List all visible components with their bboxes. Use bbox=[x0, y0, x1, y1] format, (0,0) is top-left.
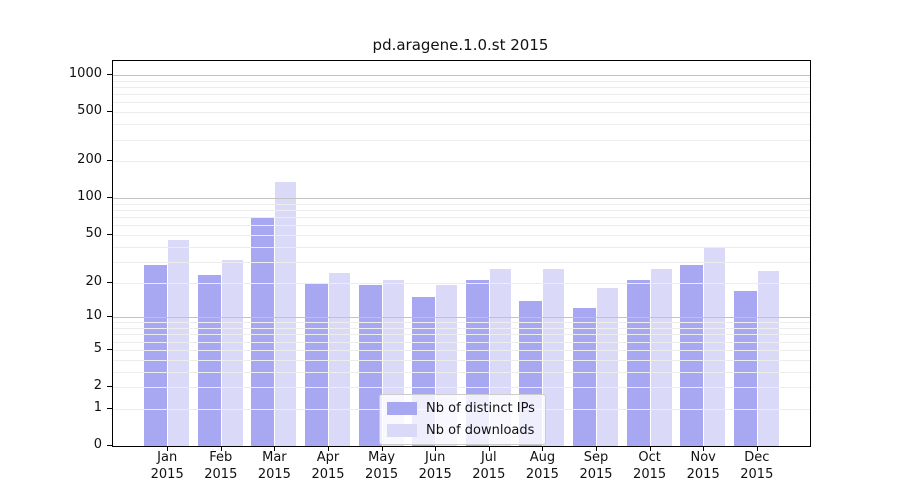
minor-gridline bbox=[113, 334, 810, 335]
bar-ips-apr bbox=[305, 282, 328, 446]
legend-label-downloads: Nb of downloads bbox=[426, 423, 535, 438]
y-tick-label: 20 bbox=[85, 273, 102, 289]
minor-gridline bbox=[113, 387, 810, 388]
y-tick-mark bbox=[107, 160, 112, 161]
minor-gridline bbox=[113, 235, 810, 236]
bar-downloads-apr bbox=[329, 273, 350, 446]
y-tick-label: 50 bbox=[85, 225, 102, 241]
bar-downloads-sep bbox=[597, 287, 618, 446]
bar-ips-jan bbox=[144, 265, 168, 446]
x-tick-label-jul: Jul 2015 bbox=[472, 450, 506, 482]
y-tick-mark bbox=[107, 197, 112, 198]
x-tick-mark bbox=[328, 446, 329, 451]
minor-gridline bbox=[113, 161, 810, 162]
legend-row-distinct-ips: Nb of distinct IPs bbox=[387, 401, 535, 416]
x-tick-label-oct: Oct 2015 bbox=[633, 450, 667, 482]
legend: Nb of distinct IPs Nb of downloads bbox=[379, 394, 546, 445]
x-tick-mark bbox=[274, 446, 275, 451]
downloads-swatch-icon bbox=[387, 424, 417, 437]
y-tick-label: 1000 bbox=[68, 65, 102, 81]
major-gridline bbox=[113, 198, 810, 199]
x-tick-label-aug: Aug 2015 bbox=[525, 450, 559, 482]
major-gridline bbox=[113, 317, 810, 318]
plot-area: Nb of distinct IPs Nb of downloads bbox=[112, 60, 811, 447]
minor-gridline bbox=[113, 328, 810, 329]
distinct-ips-swatch-icon bbox=[387, 402, 417, 415]
legend-label-distinct-ips: Nb of distinct IPs bbox=[426, 401, 535, 416]
x-tick-mark bbox=[221, 446, 222, 451]
y-tick-mark bbox=[107, 74, 112, 75]
x-tick-mark bbox=[596, 446, 597, 451]
chart-title: pd.aragene.1.0.st 2015 bbox=[372, 36, 549, 54]
minor-gridline bbox=[113, 342, 810, 343]
minor-gridline bbox=[113, 210, 810, 211]
x-tick-mark bbox=[435, 446, 436, 451]
y-tick-mark bbox=[107, 349, 112, 350]
minor-gridline bbox=[113, 87, 810, 88]
y-tick-label: 1 bbox=[93, 399, 102, 415]
bar-ips-mar bbox=[251, 217, 275, 446]
y-tick-label: 2 bbox=[93, 378, 102, 393]
y-tick-mark bbox=[107, 234, 112, 235]
bar-ips-may bbox=[358, 285, 382, 446]
bar-downloads-nov bbox=[704, 247, 726, 446]
y-tick-label: 0 bbox=[93, 437, 102, 452]
bar-ips-nov bbox=[680, 265, 704, 446]
bar-ips-oct bbox=[626, 280, 650, 446]
bar-downloads-oct bbox=[650, 269, 672, 446]
minor-gridline bbox=[113, 102, 810, 103]
x-tick-label-may: May 2015 bbox=[365, 450, 399, 482]
y-tick-mark bbox=[107, 445, 112, 446]
x-tick-label-apr: Apr 2015 bbox=[311, 450, 345, 482]
minor-gridline bbox=[113, 140, 810, 141]
y-tick-mark bbox=[107, 282, 112, 283]
y-tick-label: 500 bbox=[77, 103, 102, 119]
x-tick-label-dec: Dec 2015 bbox=[740, 450, 774, 482]
legend-row-downloads: Nb of downloads bbox=[387, 423, 535, 438]
x-tick-mark bbox=[489, 446, 490, 451]
minor-gridline bbox=[113, 247, 810, 248]
bar-downloads-aug bbox=[543, 269, 565, 446]
bar-downloads-dec bbox=[757, 271, 779, 446]
x-tick-label-sep: Sep 2015 bbox=[579, 450, 613, 482]
x-tick-mark bbox=[382, 446, 383, 451]
x-tick-mark bbox=[542, 446, 543, 451]
x-tick-label-mar: Mar 2015 bbox=[257, 450, 291, 482]
y-tick-mark bbox=[107, 386, 112, 387]
bar-downloads-mar bbox=[275, 182, 297, 446]
y-tick-mark bbox=[107, 111, 112, 112]
minor-gridline bbox=[113, 112, 810, 113]
y-tick-label: 200 bbox=[77, 152, 102, 168]
y-tick-label: 5 bbox=[93, 340, 102, 356]
y-tick-label: 10 bbox=[85, 308, 102, 324]
x-tick-mark bbox=[703, 446, 704, 451]
minor-gridline bbox=[113, 360, 810, 361]
bar-ips-dec bbox=[733, 290, 757, 446]
minor-gridline bbox=[113, 283, 810, 284]
minor-gridline bbox=[113, 262, 810, 263]
x-tick-label-jun: Jun 2015 bbox=[418, 450, 452, 482]
x-tick-mark bbox=[167, 446, 168, 451]
major-gridline bbox=[113, 75, 810, 76]
minor-gridline bbox=[113, 225, 810, 226]
y-tick-label: 100 bbox=[77, 189, 102, 205]
minor-gridline bbox=[113, 217, 810, 218]
bar-downloads-feb bbox=[221, 259, 243, 446]
x-tick-label-jan: Jan 2015 bbox=[150, 450, 184, 482]
minor-gridline bbox=[113, 322, 810, 323]
x-tick-mark bbox=[757, 446, 758, 451]
y-tick-mark bbox=[107, 408, 112, 409]
x-tick-label-nov: Nov 2015 bbox=[686, 450, 720, 482]
minor-gridline bbox=[113, 81, 810, 82]
minor-gridline bbox=[113, 350, 810, 351]
minor-gridline bbox=[113, 94, 810, 95]
x-tick-mark bbox=[650, 446, 651, 451]
minor-gridline bbox=[113, 372, 810, 373]
y-tick-mark bbox=[107, 316, 112, 317]
bar-downloads-jan bbox=[168, 240, 190, 446]
minor-gridline bbox=[113, 124, 810, 125]
x-tick-label-feb: Feb 2015 bbox=[204, 450, 238, 482]
minor-gridline bbox=[113, 204, 810, 205]
